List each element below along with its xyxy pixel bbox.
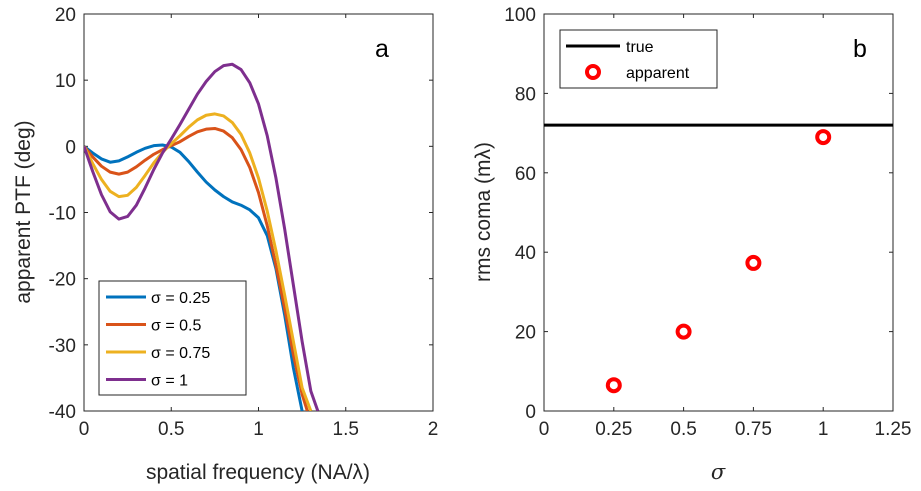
y-tick-label: 0 [525, 402, 536, 423]
axes-b-xlabel: σ [711, 460, 726, 484]
legend-label: σ = 1 [151, 373, 188, 390]
x-tick-label: 2 [428, 419, 439, 440]
x-tick-label: 1.5 [333, 419, 359, 440]
scatter-point [815, 129, 832, 146]
legend-label-true: true [626, 39, 654, 56]
y-tick-label: -20 [49, 270, 76, 291]
series-line [84, 62, 320, 411]
y-tick-label: -30 [49, 336, 76, 357]
x-tick-label: 0 [539, 419, 550, 440]
x-tick-label: 0.25 [595, 419, 632, 440]
y-tick-label: -10 [49, 204, 76, 225]
y-tick-label: 20 [515, 323, 536, 344]
x-tick-label: 0.5 [670, 419, 696, 440]
x-tick-label: 1 [253, 419, 264, 440]
y-tick-label: 60 [515, 164, 536, 185]
legend-label: σ = 0.75 [151, 345, 210, 362]
axes-a-ticks: 0 0.5 1 1.5 2 -40 -30 -20 -10 0 10 20 [49, 5, 439, 440]
legend-a-box [98, 280, 247, 396]
axes-b-legend: true apparent [559, 29, 718, 89]
series-line [84, 112, 313, 411]
y-tick-label: -40 [49, 402, 76, 423]
axes-a-ylabel: apparent PTF (deg) [12, 120, 35, 303]
x-tick-label: 1.25 [875, 419, 912, 440]
panel-b-letter: b [853, 35, 867, 63]
panel-b: 0 0.25 0.5 0.75 1 1.25 0 20 40 60 80 100 b σ rms co… [472, 5, 911, 484]
axes-b-ylabel: rms coma (mλ) [472, 142, 495, 282]
x-tick-label: 1 [818, 419, 829, 440]
scatter-point [675, 323, 692, 340]
panel-a-letter: a [375, 35, 389, 63]
series-line [84, 126, 309, 411]
series-line [84, 143, 304, 411]
legend-label: σ = 0.5 [151, 318, 201, 335]
axes-a-legend: σ = 0.25 σ = 0.5 σ = 0.75 σ = 1 [98, 280, 247, 396]
scatter-point [605, 377, 622, 394]
axes-a-xlabel: spatial frequency (NA/λ) [146, 461, 370, 484]
axes-a-series [84, 62, 320, 411]
legend-swatch-apparent [585, 64, 601, 80]
legend-label-apparent: apparent [626, 65, 690, 82]
y-tick-label: 10 [55, 71, 76, 92]
y-tick-label: 0 [65, 137, 76, 158]
axes-b-ticks: 0 0.25 0.5 0.75 1 1.25 0 20 40 60 80 100 [504, 5, 911, 440]
legend-b-box [559, 29, 718, 89]
y-tick-label: 40 [515, 243, 536, 264]
x-tick-label: 0 [79, 419, 90, 440]
axes-b-series [544, 123, 893, 394]
x-tick-label: 0.75 [735, 419, 772, 440]
legend-label: σ = 0.25 [151, 290, 210, 307]
x-tick-label: 0.5 [158, 419, 184, 440]
y-tick-label: 20 [55, 5, 76, 26]
panel-a: 0 0.5 1 1.5 2 -40 -30 -20 -10 0 10 20 a spatial fre… [12, 5, 438, 484]
y-tick-label: 80 [515, 84, 536, 105]
scatter-point [745, 254, 762, 271]
y-tick-label: 100 [504, 5, 536, 26]
